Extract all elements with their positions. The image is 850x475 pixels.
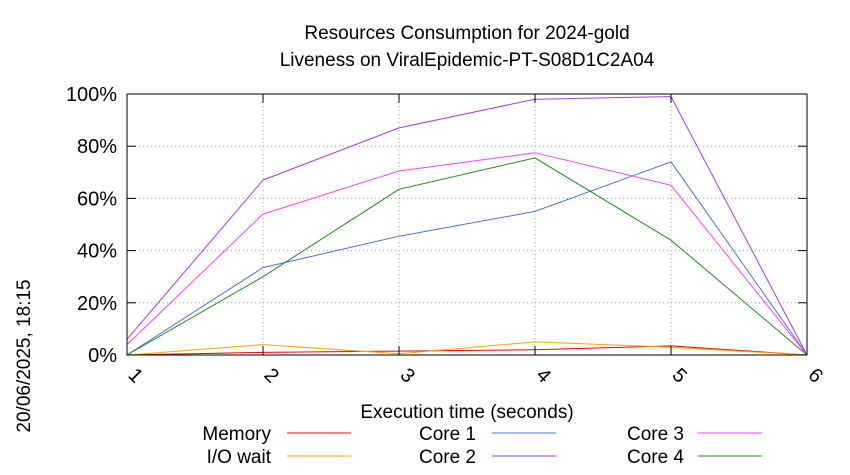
series-line-i-o-wait xyxy=(126,341,808,356)
x-axis-label: Execution time (seconds) xyxy=(360,402,573,423)
legend-label-core-4: Core 4 xyxy=(627,447,684,468)
y-tick-label: 0% xyxy=(88,345,117,367)
legend-label-core-1: Core 1 xyxy=(419,424,476,445)
y-tick-label: 20% xyxy=(77,293,117,315)
x-axis-ticks: 1 2 3 4 5 6 xyxy=(124,94,827,387)
legend-label-core-3: Core 3 xyxy=(627,424,684,445)
timestamp-label: 20/06/2025, 18:15 xyxy=(14,279,35,432)
y-tick-label: 40% xyxy=(77,241,117,263)
legend-label-memory: Memory xyxy=(202,424,271,445)
y-tick-label: 100% xyxy=(66,84,117,106)
x-tick-label: 2 xyxy=(260,364,283,387)
plot-frame xyxy=(126,93,808,356)
y-axis-ticks: 0% 20% 40% 60% 80% 100% xyxy=(66,84,807,367)
series-line-core-3 xyxy=(126,152,808,356)
legend-label-i-o-wait: I/O wait xyxy=(207,447,272,468)
y-tick-label: 60% xyxy=(77,188,117,210)
x-tick-label: 3 xyxy=(396,364,419,387)
series-line-core-2 xyxy=(126,96,808,356)
series-line-core-1 xyxy=(126,161,808,356)
chart-title-line-1: Resources Consumption for 2024-gold xyxy=(304,23,629,44)
series-line-core-4 xyxy=(126,157,808,356)
x-tick-label: 6 xyxy=(804,364,827,387)
x-tick-label: 5 xyxy=(668,364,691,387)
grid-lines xyxy=(127,94,807,355)
x-tick-label: 1 xyxy=(124,364,147,387)
series-lines xyxy=(126,96,808,356)
series-line-memory xyxy=(126,345,808,356)
chart-title-line-2: Liveness on ViralEpidemic-PT-S08D1C2A04 xyxy=(280,50,655,71)
y-tick-label: 80% xyxy=(77,136,117,158)
x-tick-label: 4 xyxy=(532,364,555,387)
legend-label-core-2: Core 2 xyxy=(419,447,476,468)
